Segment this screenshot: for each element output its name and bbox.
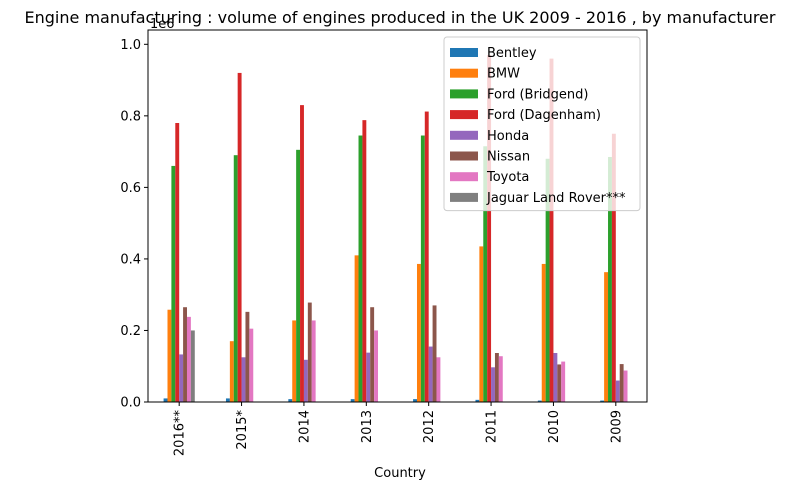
legend-swatch (450, 192, 478, 202)
bar-honda (366, 352, 371, 402)
bar-bentley (225, 398, 230, 402)
y-tick-label: 1.0 (120, 38, 141, 53)
legend-swatch (450, 68, 478, 78)
bar-ford-bridgend (296, 149, 301, 402)
bar-toyota (498, 356, 503, 402)
legend-label: Toyota (486, 170, 529, 185)
legend-label: Bentley (487, 46, 537, 61)
bar-honda (428, 346, 433, 402)
bar-nissan (432, 305, 437, 402)
bar-ford-bridgend (171, 165, 176, 402)
bar-bmw (479, 246, 484, 402)
bar-ford-dagenham (175, 123, 180, 402)
bar-bentley (163, 398, 168, 402)
bar-ford-dagenham (487, 55, 492, 402)
bar-bentley (475, 399, 480, 402)
y-tick-label: 0.6 (120, 181, 141, 196)
bar-toyota (186, 316, 191, 402)
x-tick-label: 2009 (609, 410, 624, 443)
y-tick-label: 0.4 (120, 252, 141, 267)
legend-box (443, 36, 641, 212)
legend-label: Nissan (487, 150, 530, 165)
bar-bmw (229, 341, 234, 402)
bar-toyota (436, 357, 441, 402)
bar-ford-bridgend (545, 158, 550, 402)
bar-toyota (249, 328, 254, 402)
bar-ford-bridgend (233, 155, 238, 402)
legend-label: Ford (Bridgend) (487, 87, 588, 102)
bar-ford-bridgend (358, 135, 363, 402)
bar-bentley (413, 399, 417, 402)
bar-bentley (288, 399, 293, 402)
bar-honda (303, 359, 308, 402)
plot-area: 0.0 0.2 0.4 0.6 0.8 1.0 2016** 2015* 2014 2013 201… (120, 29, 648, 457)
bar-honda (241, 357, 246, 402)
bar-bmw (167, 309, 172, 402)
x-tick-label: 2012 (422, 410, 437, 443)
x-tick-label: 2013 (360, 410, 375, 443)
bar-nissan (307, 302, 312, 402)
bar-honda (553, 353, 558, 402)
bar-honda (179, 354, 184, 402)
bar-bmw (604, 272, 609, 402)
bar-bmw (416, 263, 421, 402)
x-tick-label: 2011 (485, 410, 500, 443)
bar-nissan (557, 364, 562, 402)
bar-honda (615, 380, 620, 402)
plot-frame (147, 29, 648, 403)
x-tick-label: 2015* (235, 410, 250, 450)
bar-bentley (537, 400, 542, 402)
y-tick-label: 0.2 (120, 324, 141, 339)
y-axis-scale-label: 1e6 (150, 17, 175, 32)
legend-label: Jaguar Land Rover*** (486, 191, 626, 206)
legend-label: BMW (487, 67, 520, 82)
bar-ford-bridgend (420, 135, 425, 402)
bar-bmw (354, 255, 359, 402)
bar-ford-dagenham (611, 133, 616, 403)
x-tick-label: 2014 (297, 410, 312, 443)
legend-swatch (450, 151, 478, 161)
legend-swatch (450, 172, 478, 182)
bar-ford-dagenham (362, 120, 367, 402)
bar-nissan (494, 353, 499, 402)
x-tick-label: 2016** (173, 410, 188, 457)
bar-toyota (623, 370, 628, 402)
bar-toyota (374, 330, 379, 402)
bar-ford-bridgend (483, 146, 488, 402)
bar-ford-dagenham (424, 111, 429, 403)
x-tick-label: 2010 (547, 410, 562, 443)
legend-label: Honda (487, 129, 529, 144)
bar-bmw (292, 320, 297, 402)
bar-jaguar-land-rover (190, 330, 195, 402)
y-tick-label: 0.0 (120, 396, 141, 411)
bar-toyota (561, 361, 566, 402)
chart-title: Engine manufacturing : volume of engines… (25, 8, 776, 27)
legend-swatch (450, 48, 478, 57)
bar-ford-dagenham (237, 72, 242, 403)
bar-nissan (245, 311, 250, 402)
bar-toyota (311, 320, 316, 402)
legend: Bentley BMW Ford (Bridgend) Ford (Dagenham)… (443, 36, 641, 212)
bar-bmw (541, 263, 546, 402)
legend-swatch (450, 130, 478, 140)
bar-bentley (350, 399, 355, 402)
x-axis-label: Country (374, 466, 426, 481)
bar-nissan (370, 307, 375, 402)
bar-honda (491, 367, 495, 402)
bar-ford-bridgend (608, 156, 612, 402)
bar-ford-dagenham (300, 105, 304, 403)
bar-nissan (619, 364, 624, 402)
legend-swatch (450, 110, 478, 120)
bar-nissan (183, 307, 187, 402)
bar-bentley (600, 400, 605, 402)
y-tick-label: 0.8 (120, 109, 141, 124)
legend-label: Ford (Dagenham) (487, 108, 601, 123)
bar-ford-dagenham (549, 58, 554, 403)
legend-swatch (450, 89, 478, 99)
